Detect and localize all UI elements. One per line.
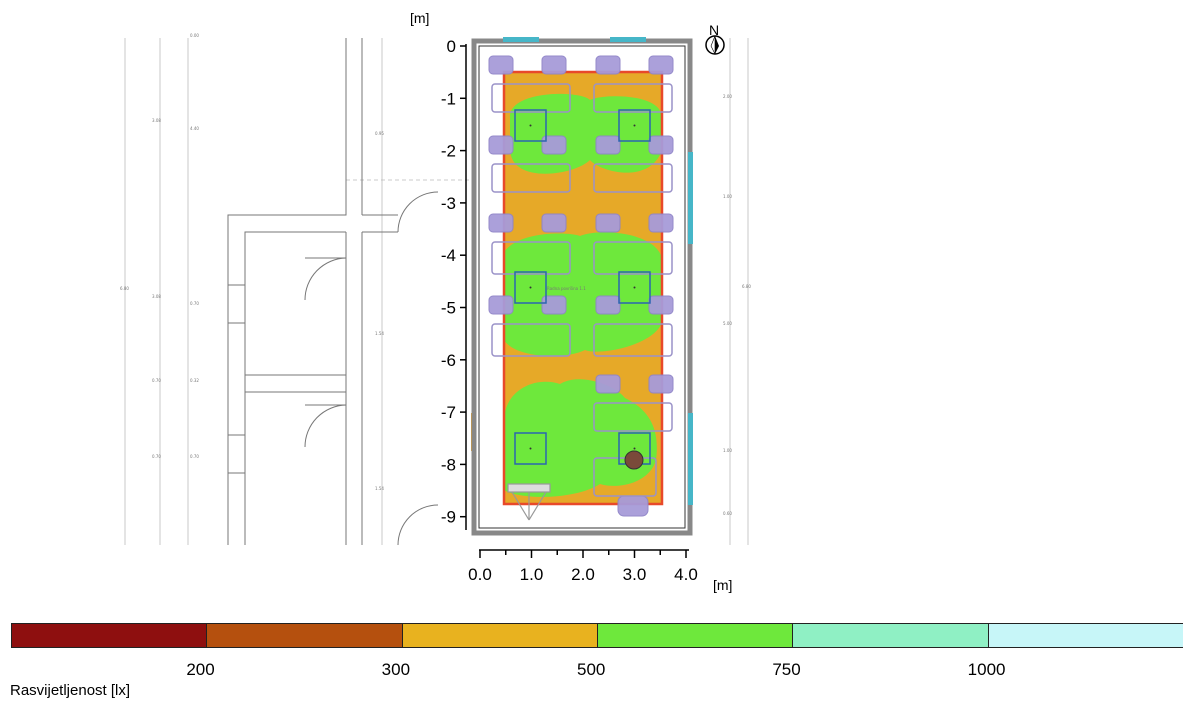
legend-color-segment — [206, 623, 403, 648]
svg-text:5.00: 5.00 — [723, 321, 732, 326]
legend-color-segment — [596, 623, 794, 648]
y-tick-label: -5 — [441, 299, 456, 318]
furniture — [488, 55, 674, 517]
dimension-lines-right — [729, 38, 749, 545]
svg-text:3.08: 3.08 — [152, 294, 161, 299]
y-tick-label: -8 — [441, 455, 456, 474]
illuminance-legend-bar — [11, 623, 1183, 648]
legend-value-label: 1000 — [967, 660, 1006, 679]
luminaires — [514, 109, 651, 465]
svg-text:6.80: 6.80 — [742, 284, 751, 289]
x-tick-label: 1.0 — [520, 565, 544, 584]
y-tick-label: -4 — [441, 246, 456, 265]
x-axis-unit: [m] — [713, 577, 732, 593]
north-arrow-icon — [705, 35, 725, 55]
y-tick-label: -6 — [441, 351, 456, 370]
svg-text:3.08: 3.08 — [152, 118, 161, 123]
legend-color-segment — [11, 623, 208, 648]
x-axis: 0.0 1.0 2.0 3.0 4.0 [m] — [468, 549, 732, 593]
legend-value-label: 300 — [381, 660, 411, 679]
y-tick-label: 0 — [447, 37, 456, 56]
legend-value-label: 750 — [772, 660, 801, 679]
y-tick-label: -2 — [441, 142, 456, 161]
svg-text:0.70: 0.70 — [152, 378, 161, 383]
room-label: Radna površina 1.1 — [547, 286, 586, 291]
north-label: N — [709, 22, 719, 38]
legend-value-label: 200 — [186, 660, 215, 679]
x-tick-label: 3.0 — [623, 565, 647, 584]
desks — [491, 83, 673, 497]
svg-text:2.00: 2.00 — [723, 94, 732, 99]
luminaire-centers — [529, 124, 636, 450]
svg-text:1.00: 1.00 — [723, 448, 732, 453]
y-tick-label: -3 — [441, 194, 456, 213]
y-axis: 0 -1 -2 -3 -4 -5 -6 -7 -8 -9 [m] — [410, 10, 467, 530]
svg-text:0.70: 0.70 — [152, 454, 161, 459]
legend-title: Rasvijetljenost [lx] — [10, 682, 131, 699]
isoline-area-500-750-bottom — [504, 379, 657, 497]
stand-icon — [507, 483, 551, 521]
svg-text:1.00: 1.00 — [723, 194, 732, 199]
calculation-boundary — [502, 70, 664, 506]
dimension-labels: 0.00 3.08 4.40 6.80 3.08 0.70 0.70 0.32 … — [120, 33, 751, 516]
y-tick-label: -1 — [441, 89, 456, 108]
x-tick-label: 4.0 — [674, 565, 698, 584]
svg-text:1.54: 1.54 — [375, 331, 384, 336]
svg-text:0.32: 0.32 — [190, 378, 199, 383]
svg-text:0.70: 0.70 — [190, 301, 199, 306]
svg-text:6.80: 6.80 — [120, 286, 129, 291]
x-tick-label: 2.0 — [571, 565, 595, 584]
y-tick-label: -7 — [441, 403, 456, 422]
floor-plan: 0.00 3.08 4.40 6.80 3.08 0.70 0.70 0.32 … — [120, 10, 751, 593]
isoline-area-500-750-top — [509, 93, 662, 174]
svg-text:0.00: 0.00 — [190, 33, 199, 38]
legend-color-segment — [792, 623, 989, 648]
bin — [624, 450, 644, 470]
isoline-area-500-750-middle — [504, 232, 662, 356]
windows — [503, 37, 693, 505]
legend-color-segment — [401, 623, 598, 648]
x-tick-label: 0.0 — [468, 565, 492, 584]
svg-text:4.40: 4.40 — [190, 126, 199, 131]
svg-text:0.70: 0.70 — [190, 454, 199, 459]
legend-color-segment — [987, 623, 1183, 648]
y-axis-unit: [m] — [410, 10, 429, 26]
svg-text:1.54: 1.54 — [375, 486, 384, 491]
svg-text:0.95: 0.95 — [375, 131, 384, 136]
y-tick-label: -9 — [441, 508, 456, 527]
adjacent-walls — [227, 38, 439, 546]
legend-value-label: 500 — [577, 660, 606, 679]
svg-text:0.60: 0.60 — [723, 511, 732, 516]
